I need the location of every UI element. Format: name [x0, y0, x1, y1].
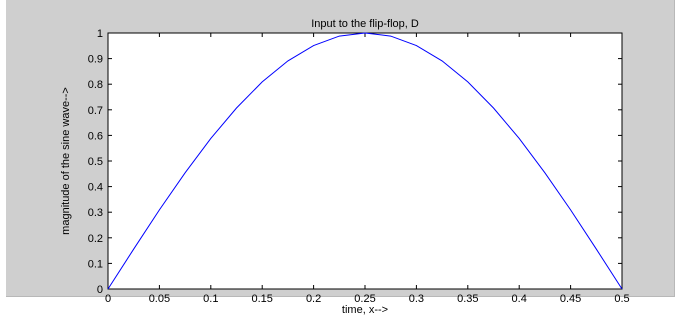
- y-axis-ticks: 0 0.1 0.2 0.3 0.4 0.5 0.6 0.7 0.8 0.9 1: [88, 28, 622, 296]
- x-tick-label: 0.15: [251, 293, 272, 305]
- y-tick-label: 0.1: [88, 258, 103, 270]
- x-tick-label: 0.25: [354, 293, 375, 305]
- x-tick-label: 0.1: [203, 293, 218, 305]
- y-tick-label: 0.8: [88, 79, 103, 91]
- y-tick-label: 0.6: [88, 130, 103, 142]
- y-tick-label: 0.4: [88, 182, 103, 194]
- x-tick-label: 0.4: [512, 293, 527, 305]
- y-tick-label: 0.5: [88, 156, 103, 168]
- y-tick-label: 0.2: [88, 233, 103, 245]
- y-tick-label: 0.9: [88, 54, 103, 66]
- x-tick-label: 0.3: [409, 293, 424, 305]
- y-tick-label: 1: [97, 28, 103, 40]
- y-tick-label: 0.7: [88, 105, 103, 117]
- x-tick-label: 0: [105, 293, 111, 305]
- y-tick-label: 0.3: [88, 207, 103, 219]
- y-tick-label: 0: [97, 284, 103, 296]
- x-tick-label: 0.5: [614, 293, 629, 305]
- y-axis-label: magnitude of the sine wave-->: [60, 87, 72, 235]
- x-tick-label: 0.45: [560, 293, 581, 305]
- x-tick-label: 0.05: [149, 293, 170, 305]
- series-layer: [107, 32, 623, 290]
- chart-title: Input to the flip-flop, D: [311, 18, 419, 30]
- plot-area: [107, 32, 623, 290]
- x-axis-ticks: 0 0.05 0.1 0.15 0.2 0.25 0.3 0.35 0.4 0.45 0.5: [105, 33, 630, 305]
- x-tick-label: 0.2: [306, 293, 321, 305]
- series-line: [107, 32, 623, 290]
- x-axis-label: time, x-->: [342, 304, 388, 316]
- x-tick-label: 0.35: [457, 293, 478, 305]
